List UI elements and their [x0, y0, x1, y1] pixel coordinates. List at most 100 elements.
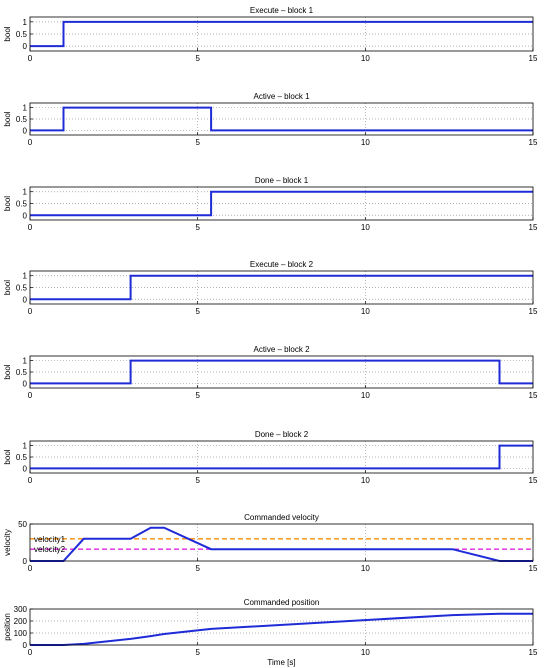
- plot-area-frame: [29, 440, 534, 474]
- y-axis-label: bool: [3, 196, 12, 211]
- x-tick-label: 5: [195, 564, 200, 573]
- subplot-title: Active – block 2: [253, 345, 310, 354]
- y-tick-label: 1: [23, 357, 28, 366]
- y-axis-label: bool: [3, 364, 12, 379]
- y-axis-label: bool: [3, 449, 12, 464]
- series-line: [30, 444, 533, 470]
- y-axis-label: bool: [3, 26, 12, 41]
- y-tick-label: 1: [23, 272, 28, 281]
- x-tick-label: 10: [361, 391, 370, 400]
- x-tick-label: 10: [361, 648, 370, 657]
- x-axis-label: Time [s]: [267, 658, 295, 667]
- x-tick-label: 10: [361, 223, 370, 232]
- x-tick-label: 10: [361, 564, 370, 573]
- y-tick-label: 100: [14, 629, 28, 638]
- y-axis-label: velocity: [3, 529, 12, 556]
- y-tick-label: 200: [14, 617, 28, 626]
- subplot-3: Done – block 1 0 5 10 15 0 0.5 1 bool: [3, 176, 538, 232]
- y-tick-label: 0.5: [16, 115, 28, 124]
- x-tick-label: 0: [28, 648, 33, 657]
- y-tick-label: 0: [23, 42, 28, 51]
- y-tick-label: 50: [18, 520, 27, 529]
- series-line: [30, 526, 533, 562]
- y-axis-label: bool: [3, 280, 12, 295]
- x-tick-label: 5: [195, 54, 200, 63]
- y-tick-label: 0.5: [16, 30, 28, 39]
- y-tick-label: 1: [23, 442, 28, 451]
- y-tick-label: 0: [23, 126, 28, 135]
- plot-area-frame: [29, 102, 534, 136]
- plot-area-frame: [29, 355, 534, 389]
- subplot-title: Commanded velocity: [244, 513, 319, 522]
- plot-area-frame: [29, 608, 534, 646]
- series-line: [30, 20, 533, 48]
- series-line: [30, 274, 533, 301]
- x-tick-label: 15: [529, 54, 538, 63]
- x-tick-label: 5: [195, 391, 200, 400]
- y-tick-label: 0.5: [16, 368, 28, 377]
- x-tick-label: 5: [195, 648, 200, 657]
- x-tick-label: 5: [195, 223, 200, 232]
- y-axis-label: position: [3, 613, 12, 641]
- x-tick-label: 0: [28, 391, 33, 400]
- y-tick-label: 0: [23, 464, 28, 473]
- x-tick-label: 10: [361, 54, 370, 63]
- y-tick-label: 0: [23, 211, 28, 220]
- x-tick-label: 0: [28, 138, 33, 147]
- y-tick-label: 0: [23, 295, 28, 304]
- y-tick-label: 1: [23, 104, 28, 113]
- x-tick-label: 5: [195, 138, 200, 147]
- subplot-title: Active – block 1: [253, 92, 310, 101]
- subplot-2: Active – block 1 0 5 10 15 0 0.5 1 bool: [3, 92, 538, 147]
- y-tick-label: 0.5: [16, 200, 28, 209]
- series-line: [30, 359, 533, 385]
- plot-area-frame: [29, 523, 534, 562]
- y-tick-label: 0.5: [16, 453, 28, 462]
- x-tick-label: 10: [361, 138, 370, 147]
- x-tick-label: 0: [28, 54, 33, 63]
- x-tick-label: 15: [529, 391, 538, 400]
- x-tick-label: 15: [529, 138, 538, 147]
- subplot-title: Execute – block 1: [250, 6, 314, 15]
- x-tick-label: 0: [28, 307, 33, 316]
- subplot-4: Execute – block 2 0 5 10 15 0 0.5 1 bool: [3, 260, 538, 316]
- y-tick-label: 0.5: [16, 284, 28, 293]
- reference-line-label: velocity1: [34, 535, 66, 544]
- subplot-7: Commanded velocity 0 5 10 15 0 50 velocity veloc…: [3, 513, 538, 573]
- x-tick-label: 15: [529, 564, 538, 573]
- subplot-title: Commanded position: [244, 598, 320, 607]
- x-tick-label: 15: [529, 223, 538, 232]
- y-tick-label: 0: [23, 379, 28, 388]
- series-line: [30, 106, 533, 132]
- plot-area-frame: [29, 270, 534, 305]
- x-tick-label: 15: [529, 307, 538, 316]
- y-axis-label: bool: [3, 111, 12, 126]
- y-tick-label: 0: [23, 641, 28, 650]
- x-tick-label: 5: [195, 476, 200, 485]
- subplot-title: Done – block 1: [255, 176, 309, 185]
- x-tick-label: 10: [361, 476, 370, 485]
- plot-area-frame: [29, 16, 534, 52]
- x-tick-label: 0: [28, 476, 33, 485]
- subplot-title: Execute – block 2: [250, 260, 314, 269]
- x-tick-label: 15: [529, 648, 538, 657]
- y-tick-label: 300: [14, 605, 28, 614]
- y-tick-label: 1: [23, 18, 28, 27]
- subplot-1: Execute – block 1 0 5 10 15 0 0.5 1 bool: [3, 6, 538, 63]
- subplot-8: Commanded position 0 5 10 15 0 100 200 300positi…: [3, 598, 538, 667]
- y-tick-label: 1: [23, 188, 28, 197]
- plot-area-frame: [29, 186, 534, 221]
- y-tick-label: 0: [23, 557, 28, 566]
- reference-line-label: velocity2: [34, 545, 66, 554]
- x-tick-label: 0: [28, 564, 33, 573]
- series-line: [30, 612, 533, 646]
- series-line: [30, 190, 533, 217]
- subplot-6: Done – block 2 0 5 10 15 0 0.5 1 bool: [3, 430, 538, 485]
- x-tick-label: 10: [361, 307, 370, 316]
- subplot-title: Done – block 2: [255, 430, 309, 439]
- x-tick-label: 0: [28, 223, 33, 232]
- subplot-5: Active – block 2 0 5 10 15 0 0.5 1 bool: [3, 345, 538, 400]
- x-tick-label: 5: [195, 307, 200, 316]
- x-tick-label: 15: [529, 476, 538, 485]
